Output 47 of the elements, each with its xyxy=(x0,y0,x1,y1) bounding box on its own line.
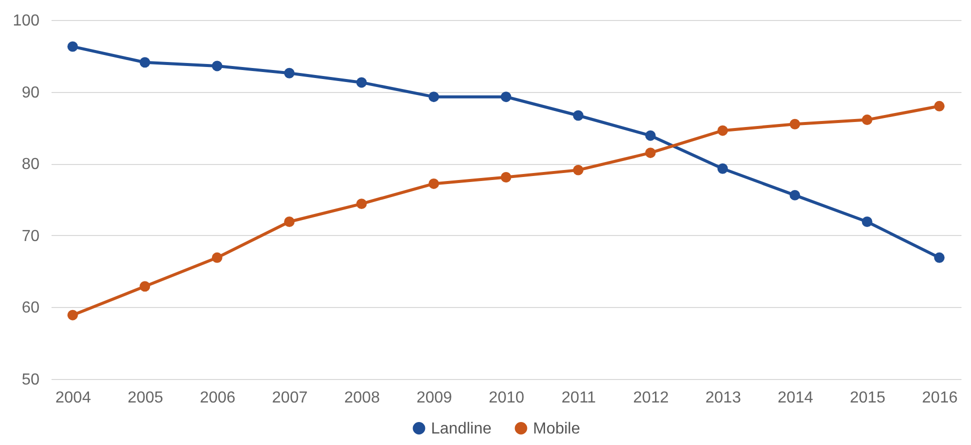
point xyxy=(645,148,656,158)
y-tick-label: 100 xyxy=(12,12,40,30)
point xyxy=(212,60,222,72)
x-tick-label: 2011 xyxy=(562,390,596,406)
y-tick-label: 60 xyxy=(22,300,40,317)
x-tick-label: 2012 xyxy=(633,390,669,406)
point xyxy=(790,190,800,200)
x-tick-label: 2010 xyxy=(488,390,524,406)
point xyxy=(356,198,367,210)
x-tick-label: 2006 xyxy=(200,390,236,406)
point xyxy=(500,172,512,182)
point xyxy=(500,92,512,102)
point xyxy=(572,110,584,121)
point xyxy=(212,252,222,263)
x-tick-label: 2007 xyxy=(272,390,308,406)
x-tick-label: 2015 xyxy=(850,390,886,406)
point xyxy=(790,118,800,130)
point xyxy=(717,163,728,174)
point xyxy=(934,252,945,263)
point xyxy=(67,310,78,320)
x-tick-label: 2009 xyxy=(416,390,452,406)
legend-label: Landline xyxy=(431,420,492,438)
x-tick-label: 2005 xyxy=(128,390,164,406)
y-tick-label: 50 xyxy=(22,372,40,388)
y-tick-label: 90 xyxy=(22,84,40,102)
point xyxy=(645,130,656,141)
y-tick-label: 70 xyxy=(22,228,40,245)
point xyxy=(934,100,945,112)
x-tick-label: 2008 xyxy=(344,390,380,406)
x-tick-label: 2016 xyxy=(922,390,958,406)
legend-label: Mobile xyxy=(533,420,580,438)
point xyxy=(356,77,367,88)
y-tick-label: 80 xyxy=(22,156,40,174)
point xyxy=(284,216,295,227)
point xyxy=(862,114,872,126)
point xyxy=(428,178,440,189)
point xyxy=(572,164,584,176)
x-tick-label: 2004 xyxy=(55,390,92,406)
x-tick-label: 2014 xyxy=(778,390,814,406)
point xyxy=(717,125,728,136)
point xyxy=(67,41,78,52)
point xyxy=(862,216,872,227)
point xyxy=(284,68,295,78)
point xyxy=(428,92,440,102)
point xyxy=(140,57,150,68)
x-tick-label: 2013 xyxy=(705,390,742,406)
point xyxy=(140,281,150,292)
